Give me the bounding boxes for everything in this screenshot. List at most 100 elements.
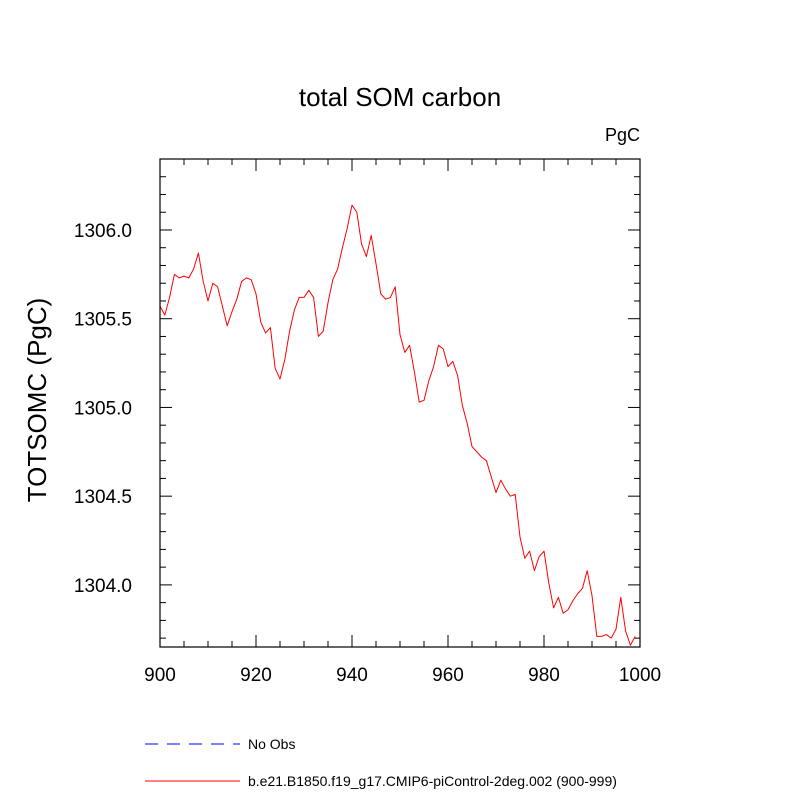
data-point [591,595,592,596]
data-point [423,400,424,401]
data-point [255,293,256,294]
y-tick-label: 1305.5 [74,310,132,331]
data-point [251,279,252,280]
data-point [395,286,396,287]
data-point [227,325,228,326]
data-point [303,297,304,298]
data-point [515,494,516,495]
data-point [563,613,564,614]
y-axis-label: TOTSOMC (PgC) [22,298,52,503]
data-point [313,297,314,298]
data-point [212,283,213,284]
data-point [347,228,348,229]
legend-label-model-run: b.e21.B1850.f19_g17.CMIP6-piControl-2deg… [248,773,617,789]
data-point [289,331,290,332]
data-point [327,302,328,303]
data-point [351,205,352,206]
data-point [371,235,372,236]
data-point [318,336,319,337]
data-point [601,636,602,637]
data-point [500,480,501,481]
data-point [491,476,492,477]
data-point [231,311,232,312]
data-point [236,299,237,300]
data-point [539,556,540,557]
data-point [543,551,544,552]
data-point [462,405,463,406]
data-point [438,345,439,346]
data-point [414,371,415,372]
data-point [294,309,295,310]
data-point [375,263,376,264]
data-point [428,380,429,381]
chart-title: total SOM carbon [299,82,501,112]
data-point [558,597,559,598]
data-point [548,583,549,584]
series-line [159,204,636,646]
data-point [270,327,271,328]
data-point [481,457,482,458]
data-point [193,268,194,269]
data-point [611,638,612,639]
data-point [342,247,343,248]
data-point [476,451,477,452]
x-tick-label: 960 [432,665,464,686]
data-point [620,597,621,598]
data-point [390,297,391,298]
data-point [635,636,636,637]
data-point [443,348,444,349]
x-tick-label: 940 [336,665,368,686]
data-point [265,332,266,333]
data-point [356,212,357,213]
data-point [332,279,333,280]
x-tick-label: 900 [144,665,176,686]
data-point [495,492,496,493]
data-point [447,366,448,367]
data-point [404,352,405,353]
data-point [183,276,184,277]
axis-tick-labels: 900 920 940 960 980 1000 1304.0 1304.5 1305.0 130… [74,221,661,686]
data-point [630,645,631,646]
units-label: PgC [605,125,640,145]
data-point [366,256,367,257]
data-point [587,570,588,571]
legend-label-no-obs: No Obs [248,736,295,752]
data-point [279,378,280,379]
data-point [567,609,568,610]
data-point [179,277,180,278]
data-point [471,446,472,447]
axis-ticks [159,158,641,647]
data-point [409,345,410,346]
data-point [534,570,535,571]
data-point [486,460,487,461]
data-point [260,322,261,323]
data-point [241,281,242,282]
data-point [323,331,324,332]
x-tick-label: 1000 [619,665,661,686]
data-point [615,629,616,630]
data-point [246,277,247,278]
data-point [519,536,520,537]
data-point [625,630,626,631]
data-point [524,558,525,559]
data-point [308,290,309,291]
data-point [529,551,530,552]
data-point [337,268,338,269]
data-point [457,375,458,376]
data-point [198,252,199,253]
data-point [553,607,554,608]
data-point [361,244,362,245]
data-point [606,634,607,635]
data-point [275,368,276,369]
data-point [433,366,434,367]
y-tick-label: 1306.0 [74,221,132,242]
data-point [299,297,300,298]
data-point [467,423,468,424]
data-point [385,299,386,300]
data-point [510,496,511,497]
plot-frame [159,158,641,648]
data-point [452,361,453,362]
x-tick-label: 980 [528,665,560,686]
y-tick-label: 1304.5 [74,487,132,508]
